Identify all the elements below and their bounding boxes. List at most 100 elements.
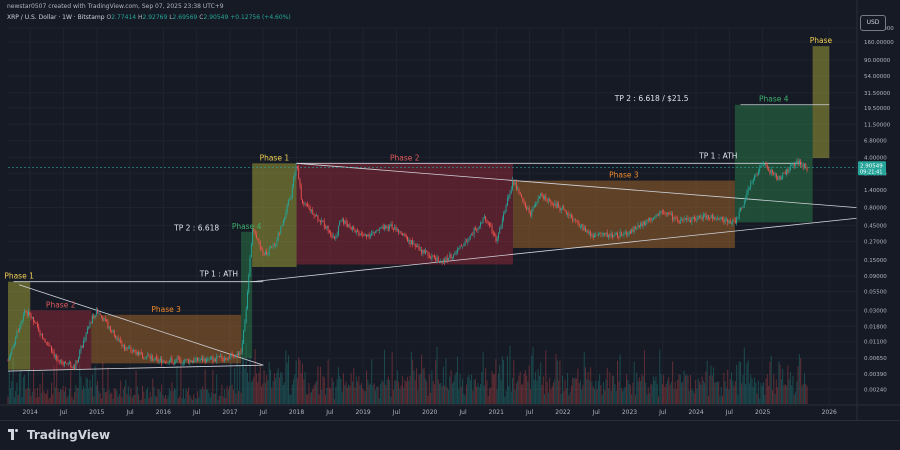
volume-bar (17, 395, 19, 404)
volume-bar (380, 383, 382, 404)
volume-bar (553, 382, 555, 404)
volume-bar (431, 370, 433, 404)
candle-body (58, 360, 60, 362)
volume-bar (432, 380, 434, 404)
candle-body (407, 236, 408, 242)
candle-body (266, 251, 268, 255)
volume-bar (769, 361, 771, 404)
volume-bar (611, 375, 613, 404)
candle-body (7, 360, 9, 362)
tradingview-logo[interactable]: TradingView (8, 428, 110, 442)
volume-bar (609, 371, 611, 404)
volume-bar (764, 395, 766, 404)
y-tick-label: 4.00000 (864, 155, 887, 161)
candle-body (363, 234, 365, 236)
volume-bar (150, 396, 152, 404)
candle-body (340, 220, 342, 222)
volume-bar (258, 372, 260, 404)
candle-body (43, 338, 45, 341)
volume-bar (780, 379, 782, 404)
volume-bar (44, 393, 46, 404)
volume-bar (48, 398, 50, 404)
volume-bar (756, 393, 758, 404)
candle-body (375, 231, 376, 233)
volume-bar (287, 355, 289, 404)
candle-body (75, 360, 77, 369)
volume-bar (259, 365, 261, 404)
volume-bar (22, 376, 24, 404)
volume-bar (751, 378, 753, 404)
volume-bar (325, 395, 327, 404)
volume-bar (157, 388, 159, 404)
candle-body (515, 182, 517, 190)
candle-body (683, 218, 685, 221)
candle-body (354, 229, 356, 233)
volume-bar (771, 390, 773, 404)
candle-body (674, 217, 676, 218)
candle-body (423, 249, 425, 254)
candle-body (410, 240, 412, 245)
candle-body (678, 221, 680, 224)
candle-body (281, 225, 283, 227)
volume-bar (459, 373, 461, 404)
candle-body (321, 220, 323, 223)
candle-body (656, 214, 658, 216)
volume-bar (234, 368, 236, 404)
volume-bar (239, 365, 241, 404)
volume-bar (444, 385, 446, 404)
candle-body (492, 232, 494, 234)
candle-body (546, 200, 548, 202)
candle-body (757, 171, 759, 175)
candle-body (273, 245, 275, 247)
currency-button[interactable]: USD (860, 15, 886, 31)
volume-bar (480, 384, 482, 404)
volume-bar (371, 359, 373, 404)
volume-bar (536, 380, 538, 404)
candle-body (446, 257, 448, 261)
candle-body (404, 233, 406, 236)
candle-body (522, 197, 524, 201)
trend-line (18, 284, 264, 366)
candle-body (696, 218, 698, 221)
x-tick-label: 2021 (489, 409, 504, 416)
candle-body (312, 210, 314, 214)
volume-bar (67, 395, 69, 404)
volume-bar (373, 383, 375, 404)
candle-body (400, 231, 402, 234)
volume-bar (456, 356, 458, 404)
x-tick-label: Jul (0, 409, 1, 416)
candle-body (503, 213, 505, 220)
candle-body (408, 240, 410, 242)
volume-bar (80, 376, 82, 404)
candle-body (604, 233, 606, 235)
volume-bar (392, 390, 394, 404)
volume-bar (691, 388, 693, 404)
volume-bar (296, 378, 298, 404)
volume-bar (468, 374, 470, 404)
candle-body (440, 260, 442, 263)
volume-bar (99, 393, 101, 404)
volume-bar (318, 394, 320, 404)
candle-body (285, 212, 287, 218)
candle-body (620, 232, 622, 236)
candle-body (65, 361, 67, 364)
candle-body (755, 174, 757, 176)
x-tick-label: Jul (59, 409, 68, 416)
candle-body (777, 178, 779, 180)
volume-bar (787, 365, 789, 404)
candle-body (603, 233, 604, 235)
volume-bar (672, 361, 674, 404)
x-tick-label: 2025 (755, 409, 770, 416)
candle-body (152, 356, 154, 361)
volume-bar (208, 392, 210, 404)
candle-body (684, 218, 686, 220)
volume-bar (759, 398, 761, 404)
candle-body (679, 219, 681, 224)
candle-body (243, 330, 245, 344)
candle-body (450, 254, 452, 259)
volume-bar (633, 361, 635, 404)
volume-bar (472, 390, 474, 404)
trend-line (296, 162, 858, 209)
candle-body (253, 229, 255, 231)
